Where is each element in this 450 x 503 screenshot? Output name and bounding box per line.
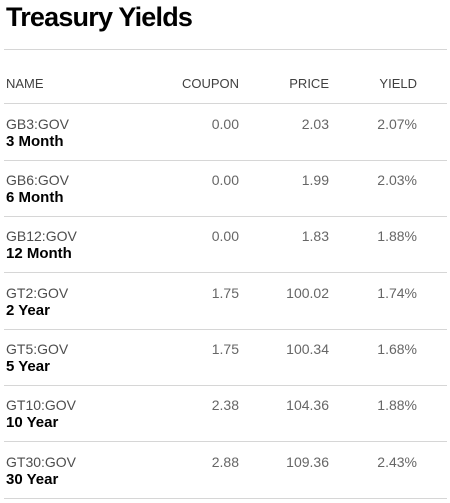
row-yield: 2.07% <box>377 116 417 132</box>
row-price: 104.36 <box>286 397 329 413</box>
row-coupon: 1.75 <box>211 285 239 301</box>
page-title: Treasury Yields <box>6 2 193 32</box>
row-coupon: 0.00 <box>211 116 239 132</box>
row-divider <box>4 441 447 442</box>
row-name: 6 Month <box>6 189 64 206</box>
row-yield: 1.68% <box>377 341 417 357</box>
row-divider <box>4 498 447 499</box>
table-row[interactable]: GT10:GOV 10 Year 2.38 104.36 1.88% <box>0 385 450 441</box>
table-row[interactable]: GT5:GOV 5 Year 1.75 100.34 1.68% <box>0 329 450 385</box>
row-divider <box>4 160 447 161</box>
row-price: 109.36 <box>286 454 329 470</box>
table-row[interactable]: GT30:GOV 30 Year 2.88 109.36 2.43% <box>0 442 450 498</box>
table-row[interactable]: GB6:GOV 6 Month 0.00 1.99 2.03% <box>0 160 450 216</box>
header-name: NAME <box>6 76 44 91</box>
row-coupon: 1.75 <box>211 341 239 357</box>
header-price: PRICE <box>289 76 329 91</box>
row-ticker[interactable]: GT10:GOV <box>6 397 77 413</box>
row-name: 5 Year <box>6 358 50 375</box>
row-price: 100.34 <box>286 341 329 357</box>
row-yield: 1.74% <box>377 285 417 301</box>
row-name: 2 Year <box>6 302 50 319</box>
row-ticker[interactable]: GT30:GOV <box>6 454 77 470</box>
row-coupon: 0.00 <box>211 172 239 188</box>
row-divider <box>4 329 447 330</box>
row-ticker[interactable]: GT5:GOV <box>6 341 69 357</box>
row-ticker[interactable]: GT2:GOV <box>6 285 69 301</box>
row-name: 30 Year <box>6 471 59 488</box>
row-yield: 1.88% <box>377 397 417 413</box>
row-name: 3 Month <box>6 133 64 150</box>
header-yield: YIELD <box>379 76 417 91</box>
table-row[interactable]: GT2:GOV 2 Year 1.75 100.02 1.74% <box>0 273 450 329</box>
row-yield: 2.43% <box>377 454 417 470</box>
header-coupon: COUPON <box>181 76 239 91</box>
row-name: 12 Month <box>6 245 72 262</box>
row-coupon: 2.88 <box>211 454 239 470</box>
row-divider <box>4 385 447 386</box>
table-row[interactable]: GB12:GOV 12 Month 0.00 1.83 1.88% <box>0 216 450 272</box>
row-divider <box>4 272 447 273</box>
row-coupon: 0.00 <box>211 228 239 244</box>
row-yield: 1.88% <box>377 228 417 244</box>
title-divider <box>4 49 447 50</box>
row-yield: 2.03% <box>377 172 417 188</box>
row-price: 1.83 <box>301 228 329 244</box>
row-price: 100.02 <box>286 285 329 301</box>
row-ticker[interactable]: GB3:GOV <box>6 116 70 132</box>
header-divider <box>4 103 447 104</box>
row-name: 10 Year <box>6 414 59 431</box>
row-divider <box>4 216 447 217</box>
row-ticker[interactable]: GB12:GOV <box>6 228 77 244</box>
row-ticker[interactable]: GB6:GOV <box>6 172 70 188</box>
table-row[interactable]: GB3:GOV 3 Month 0.00 2.03 2.07% <box>0 104 450 160</box>
row-price: 2.03 <box>301 116 329 132</box>
row-price: 1.99 <box>301 172 329 188</box>
row-coupon: 2.38 <box>211 397 239 413</box>
